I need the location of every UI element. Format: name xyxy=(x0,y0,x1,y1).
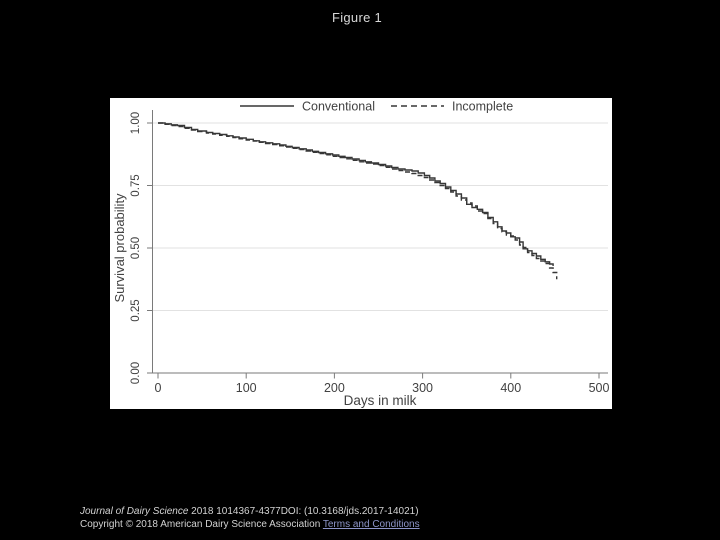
y-axis-title: Survival probability xyxy=(112,193,127,303)
y-tick-label: 0.00 xyxy=(130,362,142,384)
x-tick-label: 500 xyxy=(589,381,610,395)
citation-line: Journal of Dairy Science 2018 1014367-43… xyxy=(80,505,420,518)
x-tick-label: 200 xyxy=(324,381,345,395)
x-tick-label: 0 xyxy=(155,381,162,395)
x-tick-label: 400 xyxy=(500,381,521,395)
y-tick-label: 0.75 xyxy=(130,174,142,196)
y-tick-label: 1.00 xyxy=(130,112,142,134)
survival-chart: 0.00 0.25 0.50 0.75 1.00 0 100 200 300 400 500 Days… xyxy=(112,100,610,409)
y-tick-label: 0.25 xyxy=(130,299,142,321)
curve-conventional xyxy=(158,122,554,266)
terms-link[interactable]: Terms and Conditions xyxy=(322,519,420,530)
x-axis-title: Days in milk xyxy=(344,393,417,408)
figure-title: Figure 1 xyxy=(331,10,383,25)
legend-label-incomplete: Incomplete xyxy=(452,100,513,114)
y-tick-label: 0.50 xyxy=(130,237,142,259)
copyright-line: Copyright © 2018 American Dairy Science … xyxy=(80,518,420,531)
citation-footer: Journal of Dairy Science 2018 1014367-43… xyxy=(80,505,420,531)
x-tick-label: 100 xyxy=(236,381,257,395)
legend-label-conventional: Conventional xyxy=(302,100,375,114)
journal-name: Journal of Dairy Science xyxy=(80,506,189,517)
citation-detail: 2018 1014367-4377DOI: (10.3168/jds.2017-… xyxy=(188,506,419,517)
curve-incomplete xyxy=(158,122,558,280)
x-tick-label: 300 xyxy=(412,381,433,395)
chart-panel: 0.00 0.25 0.50 0.75 1.00 0 100 200 300 400 500 Days… xyxy=(110,98,612,409)
copyright-text: Copyright © 2018 American Dairy Science … xyxy=(80,519,323,530)
